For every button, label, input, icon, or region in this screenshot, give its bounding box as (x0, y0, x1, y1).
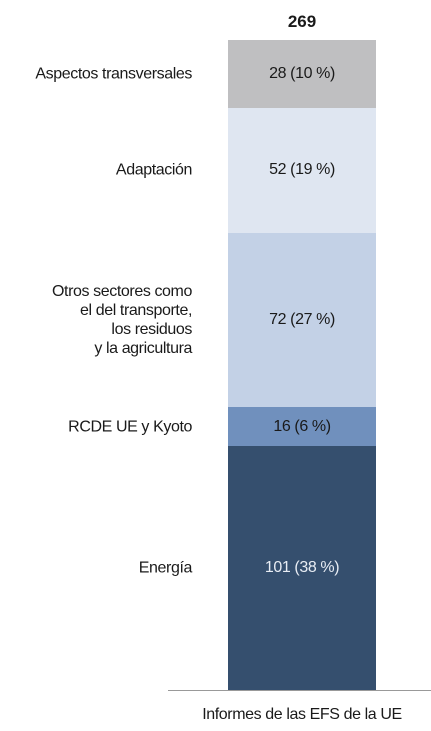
bar-segment (228, 40, 376, 108)
bar-segment (228, 445, 376, 690)
value-label: 52 (19 %) (269, 161, 335, 179)
value-label: 101 (38 %) (264, 558, 340, 576)
bar-segment (228, 407, 376, 446)
legend-label: Adaptación (115, 161, 192, 179)
total-label: 269 (287, 12, 317, 31)
value-label: 28 (10 %) (269, 64, 335, 82)
baseline (168, 690, 431, 691)
legend-label: Aspectos transversales (35, 65, 192, 83)
x-tick-label: Informes de las EFS de la UE (202, 706, 402, 723)
bar-segment (228, 233, 376, 408)
legend-label: Energía (138, 559, 193, 577)
bar-segment (228, 107, 376, 234)
legend-label: Otros sectores como el del transporte, l… (51, 283, 192, 358)
value-label: 72 (27 %) (269, 311, 335, 329)
value-label: 16 (6 %) (273, 417, 331, 435)
legend-label: RCDE UE y Kyoto (68, 418, 192, 436)
